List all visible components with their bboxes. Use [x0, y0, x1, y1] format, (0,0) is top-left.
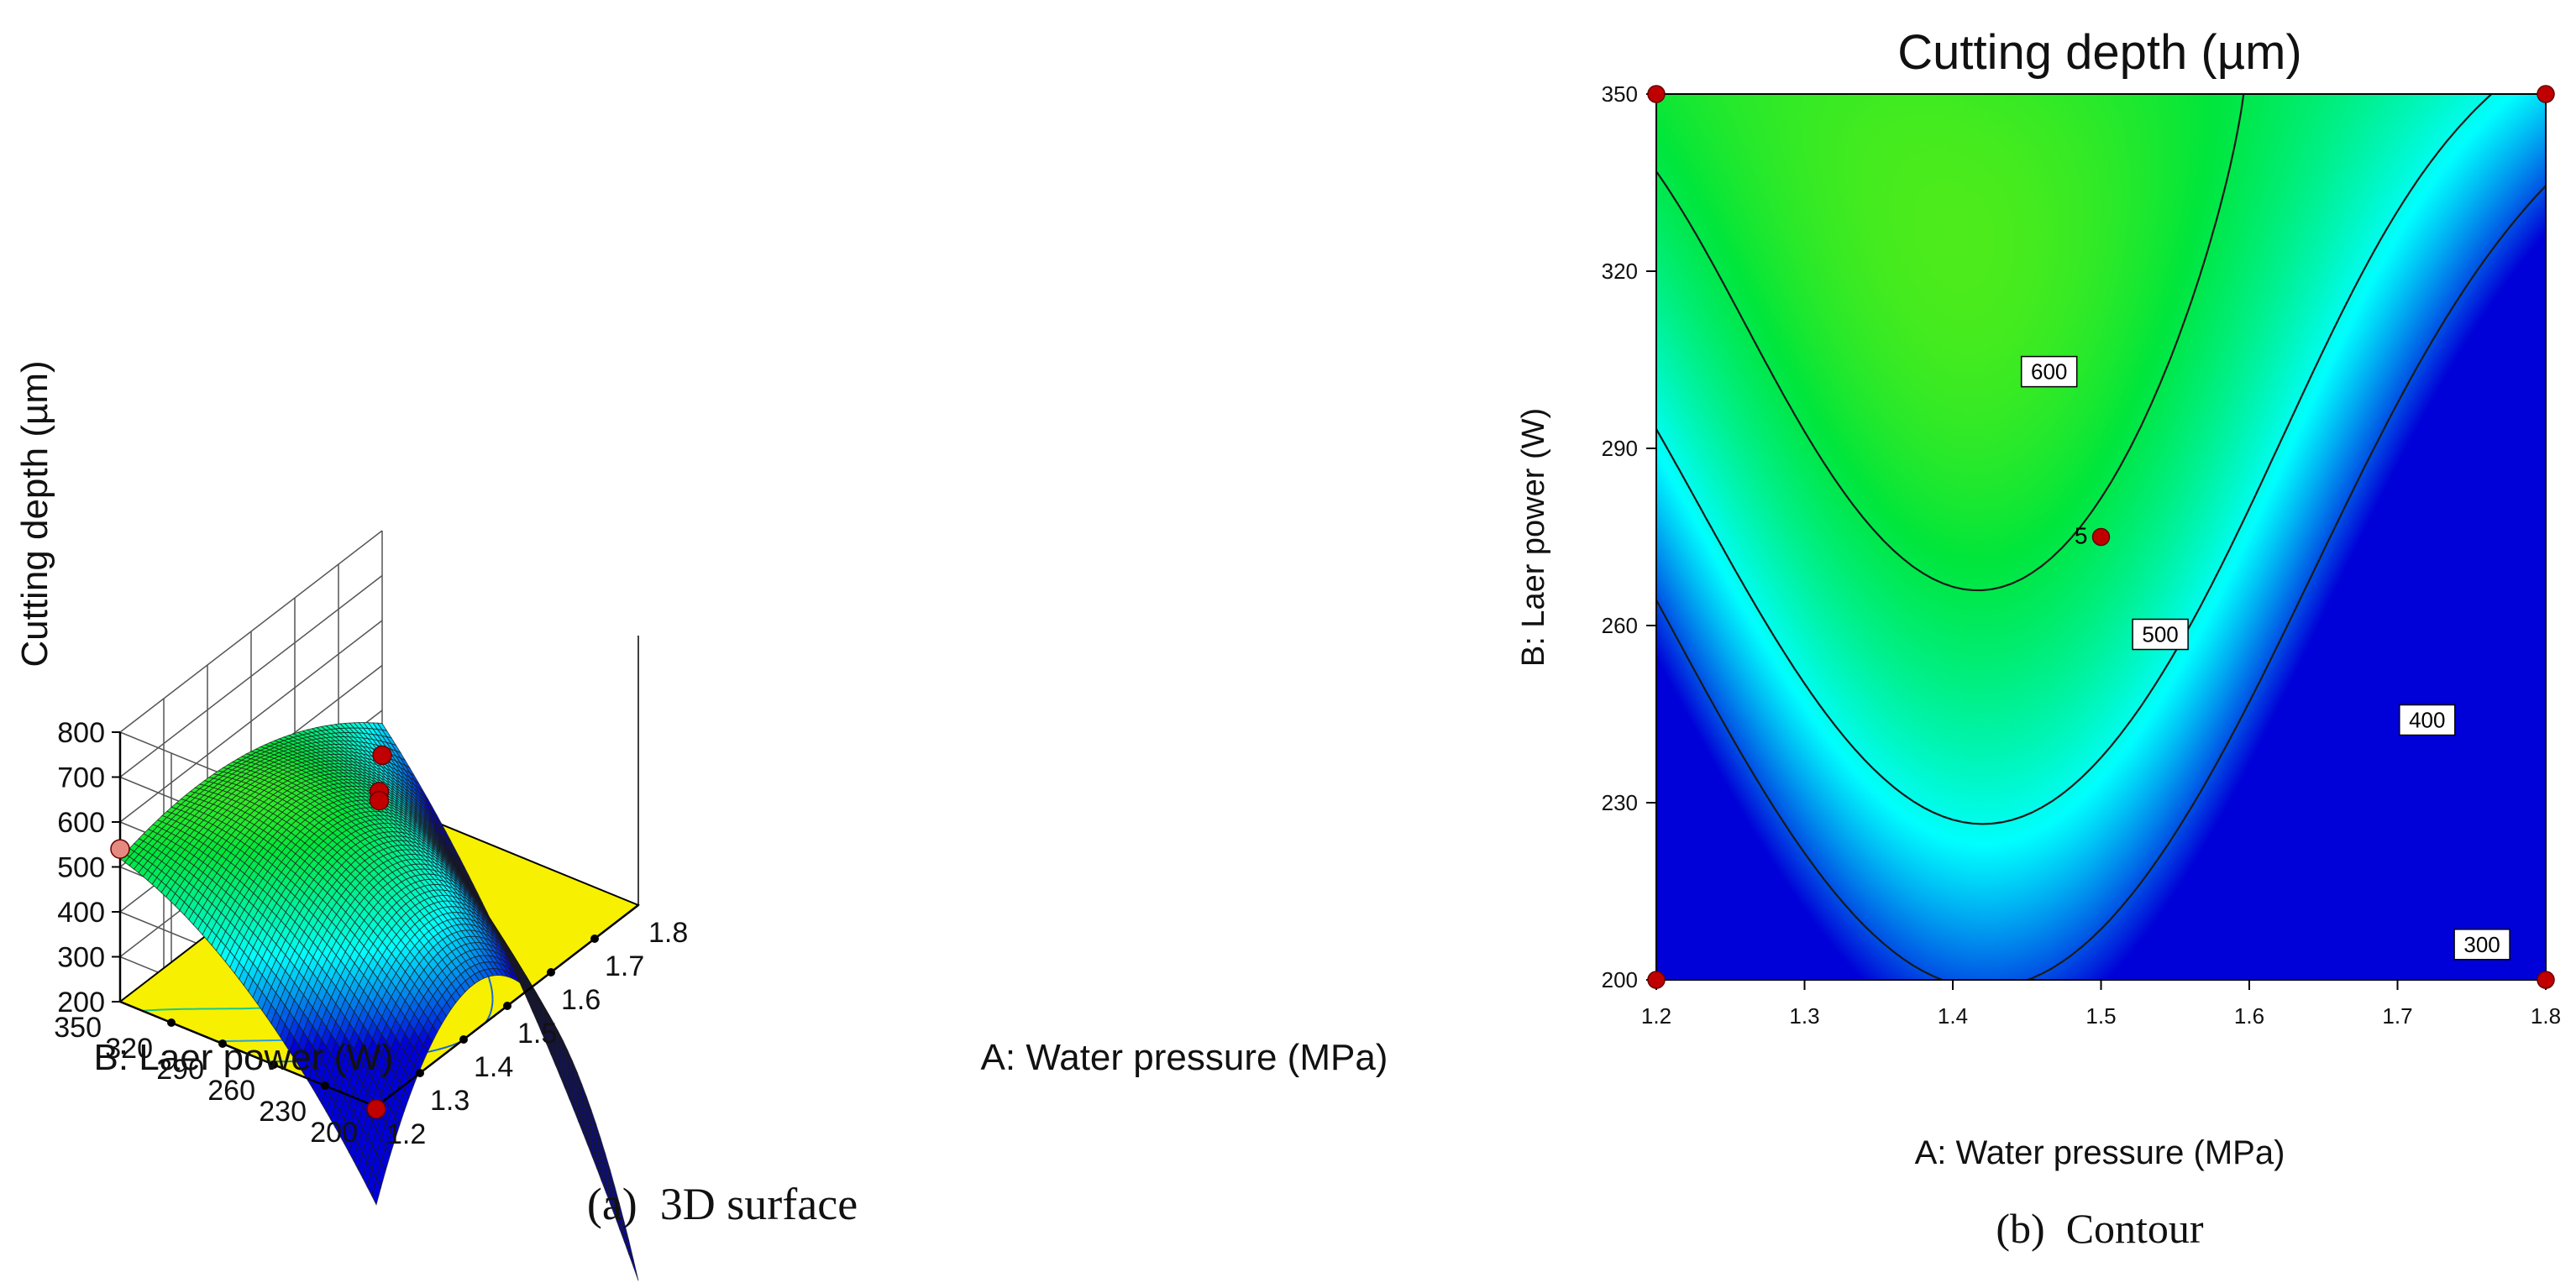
z-tick-label: 300 [57, 942, 105, 974]
contour-ticks [1646, 93, 2547, 990]
contour-title: Cutting depth (µm) [1897, 25, 2302, 80]
z-tick-label: 700 [57, 762, 105, 794]
y-tick-mark [270, 1060, 278, 1069]
y-tick-label: 260 [1602, 613, 1638, 638]
design-point [366, 1098, 386, 1119]
x-tick-label: 1.2 [1641, 1003, 1671, 1029]
surface-x-axis-title: A: Water pressure (MPa) [981, 1037, 1388, 1078]
design-point [2537, 971, 2555, 989]
design-point [1647, 85, 1666, 103]
contour-line [1656, 94, 2493, 825]
contour-label-text: 400 [2409, 708, 2445, 733]
x-tick-label: 1.8 [2531, 1003, 2561, 1029]
surface-y-tick-labels: 200 230 260 290 320 350 [54, 1012, 358, 1149]
y-tick-mark [218, 1039, 227, 1048]
x-tick-label: 1.2 [386, 1118, 426, 1150]
y-tick-label: 200 [310, 1117, 358, 1149]
y-tick-label: 230 [259, 1096, 307, 1128]
x-tick-label: 1.3 [430, 1085, 470, 1117]
design-point [372, 745, 392, 766]
surface-y-axis-title: B: Laer power (W) [94, 1037, 394, 1078]
contour-caption: (b) Contour [1996, 1205, 2204, 1252]
surface-mesh [119, 722, 639, 1281]
design-point [369, 790, 390, 811]
x-tick-label: 1.6 [2234, 1003, 2264, 1029]
x-tick-mark [590, 935, 599, 943]
z-tick-label: 400 [57, 897, 105, 929]
contour-label-box [2453, 929, 2510, 961]
contour-x-tick-labels: 1.2 1.3 1.4 1.5 1.6 1.7 1.8 [1641, 1003, 2561, 1029]
y-tick-label: 350 [54, 1012, 102, 1044]
y-tick-label: 230 [1602, 790, 1638, 815]
y-tick-label: 350 [1602, 81, 1638, 107]
surface-axes [112, 636, 639, 1108]
x-tick-label: 1.3 [1789, 1003, 1819, 1029]
contour-x-axis-title: A: Water pressure (MPa) [1915, 1134, 2285, 1171]
z-tick-label: 200 [57, 987, 105, 1018]
z-tick-label: 500 [57, 852, 105, 884]
contour-level-labels: 600 500 400 300 [2020, 355, 2510, 961]
y-tick-mark [167, 1018, 176, 1027]
design-point [1647, 971, 1666, 989]
x-tick-mark [547, 968, 555, 976]
y-axis-line [119, 1000, 377, 1108]
y-tick-mark [321, 1081, 329, 1090]
surface-panel: 800 700 600 500 400 300 200 1.2 1.3 1.4 … [14, 360, 1388, 1281]
surface-z-tick-labels: 800 700 600 500 400 300 200 [57, 717, 105, 1018]
design-point [2537, 85, 2555, 103]
contour-label-text: 300 [2463, 932, 2500, 957]
contour-level-label: 600 [2020, 355, 2078, 388]
z-tick-label: 800 [57, 717, 105, 749]
contour-design-points: 5 [1647, 85, 2555, 989]
design-point [2091, 527, 2111, 547]
y-tick-label: 200 [1602, 967, 1638, 992]
y-tick-label: 320 [105, 1033, 153, 1065]
z-tick-label: 600 [57, 807, 105, 839]
contour-panel: Cutting depth (µm) 600 500 400 300 5 1.2 1.… [1516, 25, 2561, 1252]
x-tick-label: 1.8 [648, 917, 688, 949]
surface-x-tick-labels: 1.2 1.3 1.4 1.5 1.6 1.7 1.8 [386, 917, 688, 1150]
x-tick-mark [459, 1035, 468, 1044]
contour-label-text: 500 [2142, 622, 2178, 647]
contour-label-box [2132, 618, 2189, 651]
contour-y-axis-title: B: Laer power (W) [1516, 408, 1551, 667]
contour-level-label: 300 [2453, 929, 2510, 961]
y-tick-label: 290 [156, 1054, 204, 1086]
surface-caption: (a) 3D surface [587, 1179, 858, 1229]
x-tick-label: 1.5 [517, 1018, 557, 1050]
surface-z-axis-title: Cutting depth (µm) [14, 360, 55, 667]
contour-label-box [2020, 355, 2078, 388]
y-tick-label: 290 [1602, 436, 1638, 461]
surface-design-points [110, 745, 392, 1119]
y-tick-label: 320 [1602, 259, 1638, 284]
contour-lines [1656, 94, 2546, 980]
x-tick-label: 1.7 [2382, 1003, 2412, 1029]
contour-line [1656, 185, 2546, 980]
contour-level-label: 500 [2132, 618, 2189, 651]
x-tick-label: 1.4 [474, 1051, 513, 1083]
design-point [110, 839, 130, 859]
x-tick-label: 1.4 [1938, 1003, 1968, 1029]
contour-label-text: 600 [2031, 359, 2067, 385]
x-tick-label: 1.6 [561, 984, 601, 1016]
x-tick-label: 1.5 [2085, 1003, 2116, 1029]
x-tick-label: 1.7 [605, 950, 644, 982]
design-point-label: 5 [2075, 523, 2088, 549]
contour-level-label: 400 [2399, 704, 2456, 736]
contour-y-tick-labels: 200 230 260 290 320 350 [1602, 81, 1638, 992]
x-tick-mark [503, 1002, 512, 1010]
contour-line [1656, 94, 2245, 592]
y-tick-label: 260 [207, 1075, 255, 1107]
contour-label-box [2399, 704, 2456, 736]
x-tick-mark [416, 1069, 424, 1077]
